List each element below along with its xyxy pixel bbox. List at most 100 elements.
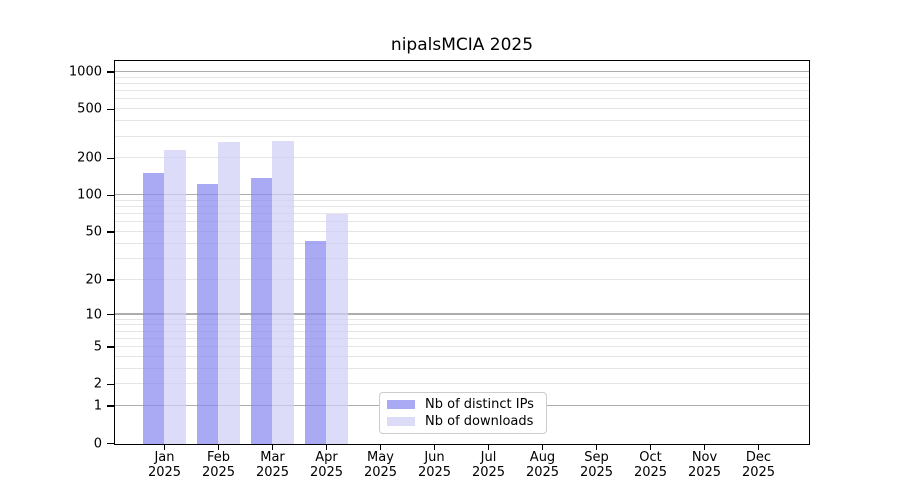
minor-gridline (115, 346, 809, 348)
major-gridline (115, 70, 809, 73)
y-tick-mark (107, 71, 114, 73)
minor-gridline (115, 221, 809, 223)
bar-downloads-mar (272, 141, 294, 444)
minor-gridline (115, 278, 809, 280)
bar-distinct-ips-feb (196, 184, 218, 444)
x-tick-mark (757, 445, 760, 450)
x-tick-label-nov: Nov 2025 (675, 450, 735, 480)
major-gridline (115, 194, 809, 196)
minor-gridline (115, 324, 809, 326)
minor-gridline (115, 257, 809, 259)
x-tick-year: 2025 (255, 465, 290, 480)
x-tick-year: 2025 (201, 465, 236, 480)
y-tick-mark (107, 194, 114, 197)
x-tick-month: Sep (584, 450, 609, 465)
x-tick-label-aug: Aug 2025 (513, 450, 573, 480)
x-tick-label-may: May 2025 (351, 450, 411, 480)
y-tick-mark (107, 346, 114, 348)
y-tick-mark (107, 157, 114, 160)
minor-gridline (115, 90, 809, 92)
x-tick-month: Nov (691, 450, 718, 465)
x-tick-month: Mar (260, 450, 285, 465)
minor-gridline (115, 367, 809, 369)
x-tick-year: 2025 (363, 465, 398, 480)
x-tick-label-oct: Oct 2025 (621, 450, 681, 480)
bar-distinct-ips-apr (304, 240, 326, 444)
major-gridline (115, 313, 809, 315)
minor-gridline (115, 231, 809, 233)
x-tick-label-sep: Sep 2025 (567, 450, 627, 480)
x-tick-label-mar: Mar 2025 (243, 450, 303, 480)
legend: Nb of distinct IPs Nb of downloads (379, 392, 547, 434)
minor-gridline (115, 318, 809, 320)
legend-swatch-downloads (387, 416, 415, 427)
y-tick-mark (107, 108, 114, 110)
x-tick-mark (487, 445, 490, 450)
x-tick-month: Oct (639, 450, 662, 465)
y-tick-mark (107, 442, 114, 445)
x-tick-mark (541, 445, 544, 450)
y-tick-mark (107, 313, 114, 316)
x-tick-month: Apr (315, 450, 338, 465)
x-tick-mark (703, 445, 706, 450)
minor-gridline (115, 242, 809, 244)
x-tick-year: 2025 (471, 465, 506, 480)
chart-title: nipalsMCIA 2025 (390, 35, 534, 55)
x-tick-label-apr: Apr 2025 (297, 450, 357, 480)
y-tick-label: 100 (77, 187, 102, 203)
x-tick-label-jun: Jun 2025 (405, 450, 465, 480)
y-tick-mark (107, 405, 114, 407)
x-tick-mark (163, 445, 166, 450)
x-tick-mark (271, 445, 274, 450)
y-tick-mark (107, 279, 114, 281)
x-tick-month: Feb (206, 450, 231, 465)
minor-gridline (115, 355, 809, 357)
minor-gridline (115, 206, 809, 208)
bar-downloads-apr (326, 214, 348, 444)
y-tick-mark (107, 383, 114, 386)
y-tick-mark (107, 231, 114, 233)
y-tick-label: 50 (85, 224, 102, 240)
y-tick-label: 500 (77, 101, 102, 117)
y-tick-label: 1000 (68, 64, 102, 80)
x-tick-label-dec: Dec 2025 (729, 450, 789, 480)
minor-gridline (115, 383, 809, 385)
minor-gridline (115, 83, 809, 85)
minor-gridline (115, 330, 809, 332)
x-tick-mark (433, 445, 436, 450)
x-tick-month: Jan (154, 450, 175, 465)
x-tick-month: Dec (745, 450, 772, 465)
x-tick-month: Jul (480, 450, 497, 465)
x-tick-month: Aug (529, 450, 556, 465)
x-tick-mark (379, 445, 382, 450)
legend-item-distinct-ips: Nb of distinct IPs (387, 398, 546, 411)
x-tick-mark (649, 445, 652, 450)
minor-gridline (115, 76, 809, 78)
y-tick-label: 2 (93, 376, 102, 392)
minor-gridline (115, 213, 809, 215)
legend-label-downloads: Nb of downloads (425, 414, 534, 429)
bar-downloads-jan (164, 150, 186, 444)
x-tick-label-jul: Jul 2025 (459, 450, 519, 480)
minor-gridline (115, 199, 809, 201)
minor-gridline (115, 157, 809, 159)
y-tick-label: 10 (85, 307, 102, 323)
x-tick-mark (595, 445, 598, 450)
x-tick-year: 2025 (417, 465, 452, 480)
minor-gridline (115, 135, 809, 137)
minor-gridline (115, 108, 809, 110)
y-tick-label: 20 (85, 272, 102, 288)
y-tick-label: 0 (93, 436, 102, 451)
bar-downloads-feb (218, 142, 240, 444)
legend-swatch-distinct-ips (387, 399, 415, 410)
y-tick-label: 1 (93, 398, 102, 414)
x-tick-month: May (367, 450, 394, 465)
bar-distinct-ips-mar (250, 177, 272, 444)
x-tick-label-feb: Feb 2025 (189, 450, 249, 480)
minor-gridline (115, 98, 809, 100)
x-tick-month: Jun (424, 450, 445, 465)
x-tick-year: 2025 (147, 465, 182, 480)
x-tick-mark (217, 445, 220, 450)
legend-item-downloads: Nb of downloads (387, 415, 546, 428)
